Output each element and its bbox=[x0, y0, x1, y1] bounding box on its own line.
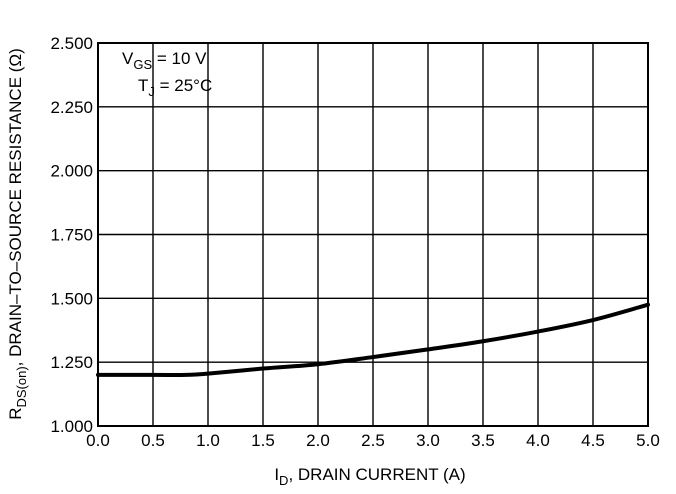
y-tick-label: 1.750 bbox=[50, 226, 93, 245]
y-tick-label: 2.500 bbox=[50, 34, 93, 53]
x-tick-label: 1.5 bbox=[251, 431, 275, 450]
x-tick-label: 2.5 bbox=[361, 431, 385, 450]
x-tick-label: 4.5 bbox=[581, 431, 605, 450]
y-tick-label: 1.250 bbox=[50, 353, 93, 372]
y-axis-label: RDS(on), DRAIN–TO–SOURCE RESISTANCE (Ω) bbox=[6, 48, 29, 420]
x-tick-label: 0.5 bbox=[141, 431, 165, 450]
x-tick-label: 1.0 bbox=[196, 431, 220, 450]
y-tick-label: 2.000 bbox=[50, 162, 93, 181]
x-tick-label: 0.0 bbox=[86, 431, 110, 450]
y-tick-label: 2.250 bbox=[50, 98, 93, 117]
x-tick-label: 3.5 bbox=[471, 431, 495, 450]
annotation-vgs: VGS = 10 V bbox=[122, 49, 207, 72]
x-tick-label: 3.0 bbox=[416, 431, 440, 450]
y-tick-label: 1.500 bbox=[50, 289, 93, 308]
series-line-0 bbox=[96, 302, 650, 378]
annotation-tj: TJ = 25°C bbox=[138, 76, 212, 99]
x-axis-label: ID, DRAIN CURRENT (A) bbox=[274, 465, 465, 488]
grid bbox=[98, 43, 648, 426]
plot-frame bbox=[97, 42, 649, 427]
x-tick-labels: 0.0 0.5 1.0 1.5 2.0 2.5 3.0 3.5 4.0 4.5 5.0 bbox=[86, 431, 660, 450]
y-tick-labels: 1.000 1.250 1.500 1.750 2.000 2.250 2.500 bbox=[50, 34, 93, 436]
x-tick-label: 2.0 bbox=[306, 431, 330, 450]
x-tick-label: 4.0 bbox=[526, 431, 550, 450]
y-tick-label: 1.000 bbox=[50, 417, 93, 436]
x-tick-label: 5.0 bbox=[636, 431, 660, 450]
series-layer bbox=[96, 302, 650, 378]
